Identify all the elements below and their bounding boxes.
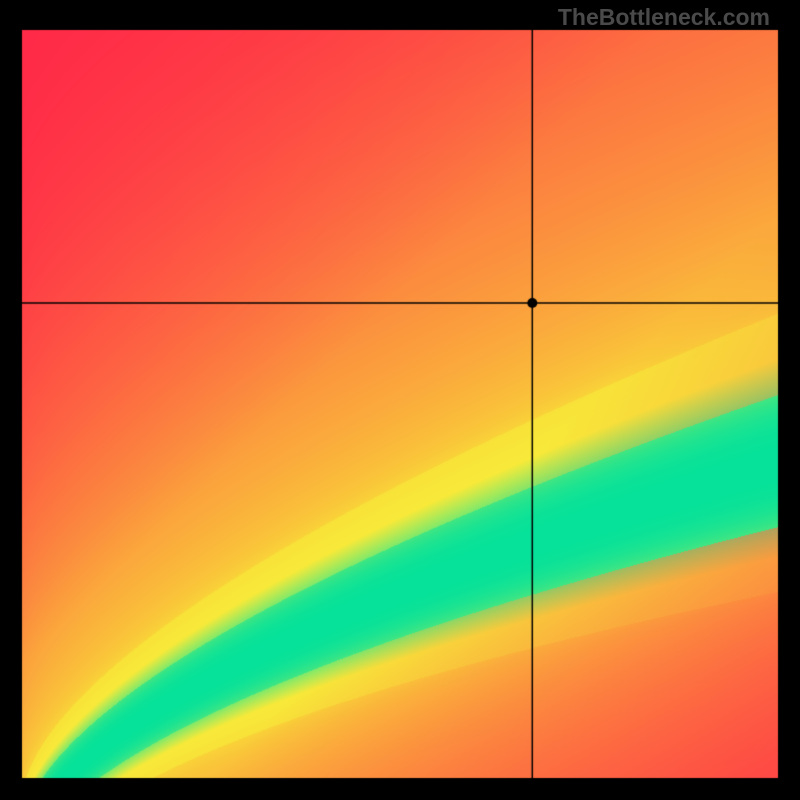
chart-container: TheBottleneck.com — [0, 0, 800, 800]
bottleneck-heatmap — [0, 0, 800, 800]
watermark-text: TheBottleneck.com — [558, 4, 770, 31]
